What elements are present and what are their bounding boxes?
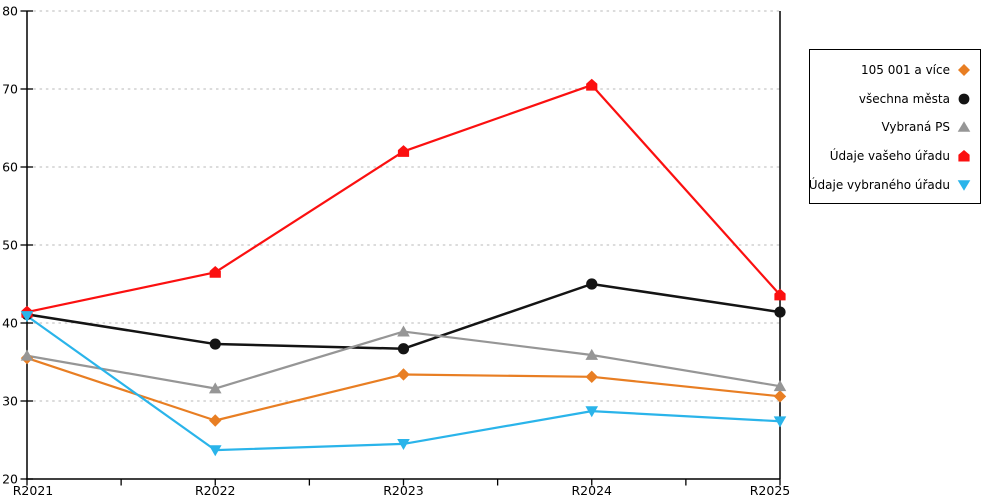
series-3-marker-R2022 — [209, 266, 221, 278]
series-2-marker-R2025 — [773, 380, 787, 392]
pentagon-swatch-shape — [958, 150, 970, 162]
series-4-marker-R2023 — [397, 439, 410, 450]
legend-item-3: Údaje vašeho úřadu — [814, 142, 971, 171]
y-axis-label-60: 60 — [2, 160, 18, 175]
pentagon-swatch-icon — [958, 150, 970, 162]
y-axis-label-20: 20 — [2, 472, 18, 487]
triangle-up-swatch-shape — [957, 121, 971, 133]
series-2-marker-R2023 — [397, 325, 410, 337]
series-2-marker-R2022 — [208, 382, 222, 394]
series-0-marker-R2024 — [585, 370, 598, 384]
x-axis-label-R2022: R2022 — [195, 483, 236, 498]
x-axis-label-R2023: R2023 — [383, 483, 424, 498]
legend-item-2: Vybraná PS — [814, 113, 971, 142]
y-axis-label-30: 30 — [2, 394, 18, 409]
legend-item-1: všechna města — [814, 85, 971, 114]
series-0-marker-R2023 — [397, 368, 410, 381]
x-axis-label-R2024: R2024 — [572, 483, 613, 498]
y-axis-label-40: 40 — [2, 316, 18, 331]
series-3-marker-R2023 — [397, 145, 410, 157]
series-3-marker-R2024 — [586, 78, 598, 91]
series-0-marker-R2025 — [773, 390, 787, 403]
legend-item-0: 105 001 a více — [814, 56, 971, 85]
series-4-marker-R2025 — [773, 416, 787, 428]
circle-swatch-shape — [958, 93, 970, 105]
series-line-1 — [25, 282, 782, 350]
x-axis-label-R2021: R2021 — [13, 483, 54, 498]
y-axis-label-50: 50 — [2, 238, 18, 253]
series-2-marker-R2024 — [585, 348, 599, 360]
series-1-marker-R2023 — [397, 343, 410, 355]
y-axis-label-70: 70 — [2, 82, 18, 97]
legend-label-1: všechna města — [858, 91, 950, 106]
circle-swatch-icon — [958, 93, 970, 105]
triangle-down-swatch-shape — [957, 179, 971, 191]
series-4-marker-R2021 — [20, 311, 34, 323]
triangle-up-swatch-icon — [957, 121, 971, 133]
series-1-marker-R2024 — [586, 278, 598, 290]
series-4-marker-R2022 — [208, 445, 222, 457]
series-3-marker-R2025 — [774, 288, 786, 301]
series-2-marker-R2021 — [20, 349, 34, 361]
diamond-swatch-shape — [958, 64, 970, 77]
legend-label-4: Údaje vybraného úřadu — [808, 177, 950, 192]
x-axis-label-R2025: R2025 — [750, 483, 791, 498]
legend-label-2: Vybraná PS — [881, 120, 950, 135]
legend-label-0: 105 001 a více — [860, 63, 950, 78]
series-4-marker-R2024 — [585, 406, 599, 418]
diamond-swatch-icon — [958, 64, 970, 77]
series-1-marker-R2022 — [209, 338, 221, 350]
legend-item-4: Údaje vybraného úřadu — [809, 170, 971, 199]
series-1-marker-R2025 — [774, 306, 786, 318]
series-line-3 — [25, 83, 782, 314]
legend: 105 001 a více všechna města Vybraná PS Úda… — [809, 49, 981, 204]
y-axis-label-80: 80 — [2, 4, 18, 19]
legend-label-3: Údaje vašeho úřadu — [829, 149, 950, 164]
triangle-down-swatch-icon — [957, 179, 971, 191]
series-0-marker-R2022 — [209, 414, 222, 427]
